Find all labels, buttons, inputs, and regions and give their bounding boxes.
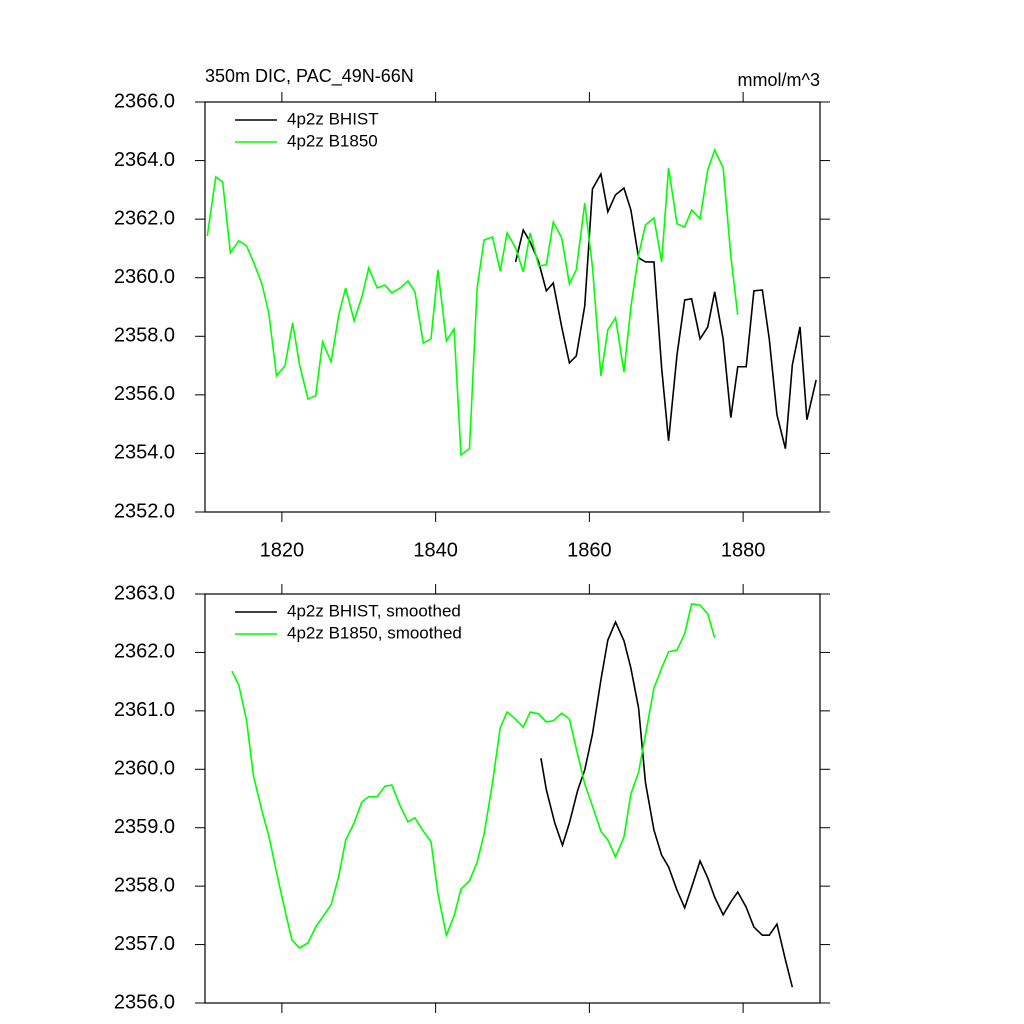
chart-title: 350m DIC, PAC_49N-66N — [205, 66, 414, 87]
y-tick-label: 2358.0 — [114, 874, 175, 896]
y-tick-label: 2357.0 — [114, 933, 175, 955]
legend-label: 4p2z BHIST — [287, 109, 379, 128]
series-line — [540, 620, 794, 988]
x-tick-label: 1840 — [413, 539, 458, 561]
y-tick-label: 2356.0 — [114, 991, 175, 1013]
legend-label: 4p2z B1850 — [287, 131, 378, 150]
y-tick-label: 2360.0 — [114, 266, 175, 288]
series-line — [206, 147, 739, 457]
series-line — [514, 171, 817, 449]
y-tick-label: 2359.0 — [114, 816, 175, 838]
y-tick-label: 2364.0 — [114, 149, 175, 171]
y-tick-label: 2356.0 — [114, 383, 175, 405]
series-line — [231, 603, 716, 950]
y-tick-label: 2361.0 — [114, 699, 175, 721]
legend-label: 4p2z B1850, smoothed — [287, 623, 462, 642]
plot-frame — [204, 101, 821, 513]
plot-frame — [204, 593, 821, 1004]
y-tick-label: 2352.0 — [114, 500, 175, 522]
y-tick-label: 2354.0 — [114, 442, 175, 464]
y-tick-label: 2360.0 — [114, 758, 175, 780]
y-tick-label: 2363.0 — [114, 582, 175, 604]
units-label: mmol/m^3 — [738, 70, 820, 90]
x-tick-label: 1880 — [721, 539, 766, 561]
x-tick-label: 1820 — [260, 539, 305, 561]
y-tick-label: 2366.0 — [114, 90, 175, 112]
y-tick-label: 2358.0 — [114, 325, 175, 347]
y-tick-label: 2362.0 — [114, 641, 175, 663]
legend-label: 4p2z BHIST, smoothed — [287, 601, 461, 620]
x-tick-label: 1860 — [567, 539, 612, 561]
y-tick-label: 2362.0 — [114, 207, 175, 229]
